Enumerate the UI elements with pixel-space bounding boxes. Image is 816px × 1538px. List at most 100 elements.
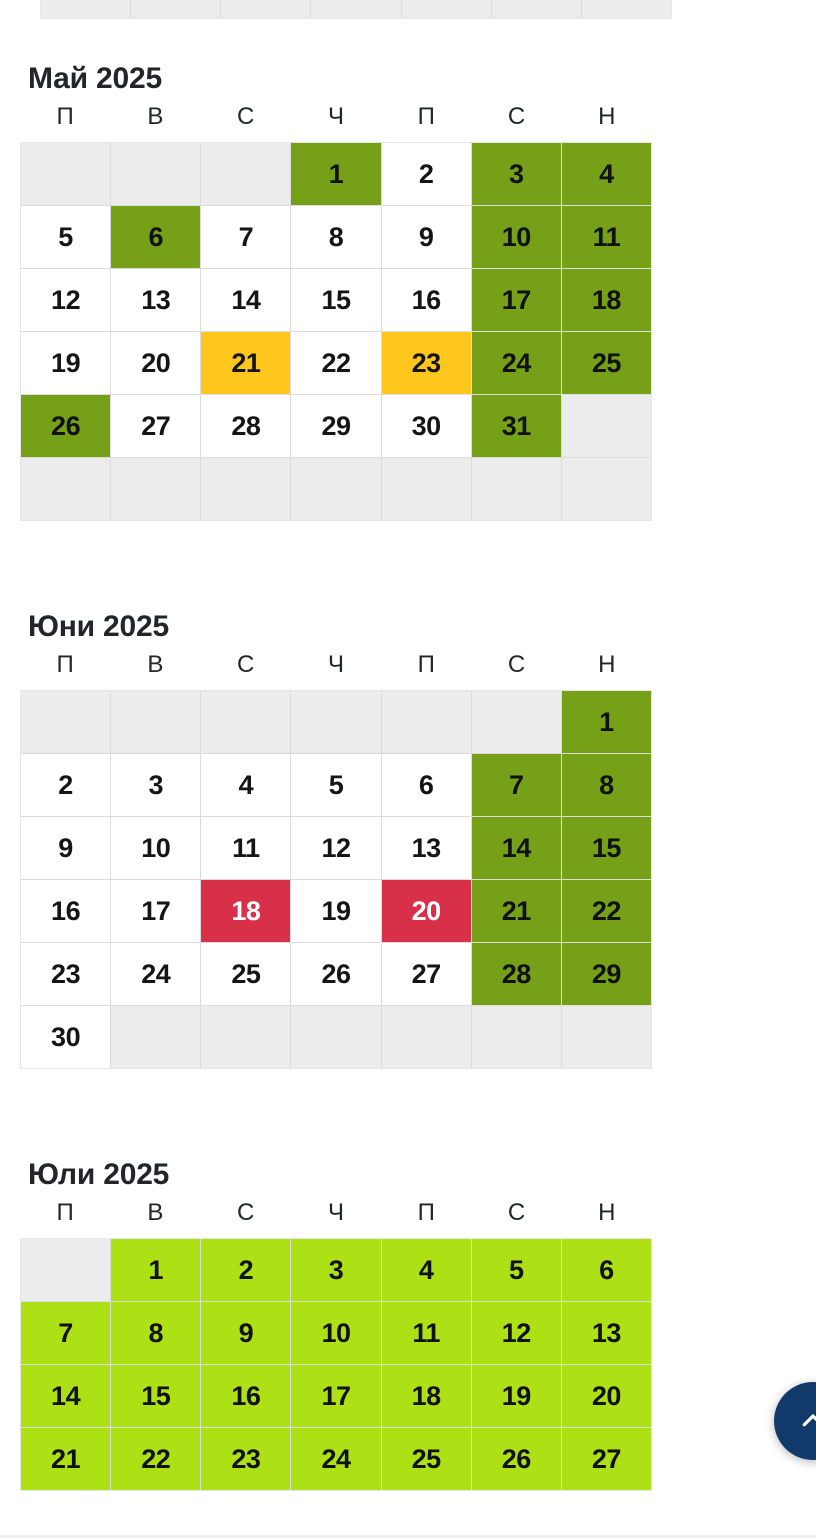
weekday-header-5: С [507, 103, 526, 130]
day-cell[interactable]: 3 [111, 754, 201, 816]
day-cell[interactable]: 23 [201, 1428, 291, 1490]
day-cell[interactable]: 24 [291, 1428, 381, 1490]
day-cell[interactable]: 10 [471, 206, 561, 268]
day-cell[interactable]: 23 [21, 943, 111, 1005]
day-cell[interactable]: 2 [201, 1239, 291, 1301]
day-cell[interactable]: 9 [21, 817, 111, 879]
day-cell[interactable]: 27 [561, 1428, 651, 1490]
day-cell[interactable]: 6 [111, 206, 201, 268]
day-cell[interactable]: 20 [111, 332, 201, 394]
day-cell[interactable]: 25 [201, 943, 291, 1005]
day-cell[interactable]: 20 [561, 1365, 651, 1427]
day-cell[interactable]: 4 [561, 143, 651, 205]
day-cell[interactable]: 14 [201, 269, 291, 331]
day-cell[interactable]: 19 [291, 880, 381, 942]
day-cell[interactable]: 22 [291, 332, 381, 394]
day-cell[interactable]: 28 [201, 395, 291, 457]
day-cell[interactable]: 17 [111, 880, 201, 942]
day-cell[interactable]: 8 [291, 206, 381, 268]
day-cell[interactable]: 11 [201, 817, 291, 879]
day-cell[interactable]: 10 [111, 817, 201, 879]
month-block: Юли 2025 П В С Ч П С Н 1 2 3 4 5 6 7 8 9 10 11 12 13 14 15 16 17… [0, 1158, 816, 1491]
day-cell[interactable]: 24 [471, 332, 561, 394]
day-cell[interactable]: 20 [381, 880, 471, 942]
day-cell[interactable]: 8 [561, 754, 651, 816]
day-cell[interactable]: 19 [21, 332, 111, 394]
day-cell[interactable]: 24 [111, 943, 201, 1005]
day-cell[interactable]: 16 [381, 269, 471, 331]
day-cell[interactable]: 15 [561, 817, 651, 879]
day-cell[interactable]: 6 [381, 754, 471, 816]
day-cell[interactable]: 14 [471, 817, 561, 879]
day-cell[interactable]: 14 [21, 1365, 111, 1427]
day-cell[interactable]: 10 [291, 1302, 381, 1364]
day-cell[interactable]: 28 [471, 943, 561, 1005]
day-cell[interactable]: 18 [201, 880, 291, 942]
day-cell[interactable]: 13 [561, 1302, 651, 1364]
day-cell[interactable]: 30 [21, 1006, 111, 1068]
day-cell[interactable]: 12 [21, 269, 111, 331]
day-cell[interactable]: 12 [471, 1302, 561, 1364]
day-cell[interactable]: 17 [291, 1365, 381, 1427]
month-block: Май 2025 П В С Ч П С Н 1 2 3 4 5 6 7 8 9 10 11 12 13 14 15 16 17… [0, 62, 816, 521]
day-cell[interactable]: 7 [471, 754, 561, 816]
day-cell[interactable]: 16 [201, 1365, 291, 1427]
day-cell[interactable]: 22 [111, 1428, 201, 1490]
day-cell[interactable]: 25 [381, 1428, 471, 1490]
month-block: Юни 2025 П В С Ч П С Н 1 2 3 4 5 6 7 8 9 10 11 12 13 14 15 16 17… [0, 610, 816, 1069]
day-cell[interactable]: 15 [111, 1365, 201, 1427]
day-cell[interactable]: 9 [201, 1302, 291, 1364]
day-cell[interactable]: 11 [381, 1302, 471, 1364]
day-cell[interactable]: 21 [201, 332, 291, 394]
day-cell[interactable]: 13 [381, 817, 471, 879]
day-cell[interactable]: 26 [21, 395, 111, 457]
day-cell[interactable]: 16 [21, 880, 111, 942]
day-cell[interactable]: 29 [561, 943, 651, 1005]
day-cell[interactable]: 21 [471, 880, 561, 942]
day-cell[interactable]: 3 [291, 1239, 381, 1301]
day-cell[interactable]: 5 [471, 1239, 561, 1301]
day-cell[interactable]: 29 [291, 395, 381, 457]
day-cell[interactable]: 15 [291, 269, 381, 331]
day-cell[interactable]: 6 [561, 1239, 651, 1301]
day-cell-empty [561, 1006, 651, 1068]
day-cell-empty [381, 458, 471, 520]
day-cell[interactable]: 11 [561, 206, 651, 268]
day-cell[interactable]: 21 [21, 1428, 111, 1490]
day-cell[interactable]: 5 [21, 206, 111, 268]
day-cell[interactable]: 9 [381, 206, 471, 268]
day-cell[interactable]: 18 [381, 1365, 471, 1427]
day-cell[interactable]: 1 [291, 143, 381, 205]
day-cell[interactable]: 2 [381, 143, 471, 205]
weekday-header-1: В [147, 103, 164, 130]
day-cell[interactable]: 22 [561, 880, 651, 942]
weekday-header-0: П [56, 1199, 74, 1226]
day-cell[interactable]: 13 [111, 269, 201, 331]
day-cell[interactable]: 19 [471, 1365, 561, 1427]
day-cell[interactable]: 26 [291, 943, 381, 1005]
day-cell[interactable]: 18 [561, 269, 651, 331]
day-cell[interactable]: 4 [381, 1239, 471, 1301]
day-cell-empty [471, 1006, 561, 1068]
day-cell[interactable]: 30 [381, 395, 471, 457]
day-cell[interactable]: 2 [21, 754, 111, 816]
day-cell[interactable]: 31 [471, 395, 561, 457]
day-cell[interactable]: 26 [471, 1428, 561, 1490]
day-cell[interactable]: 1 [561, 691, 651, 753]
day-cell-empty [131, 0, 221, 18]
day-cell[interactable]: 3 [471, 143, 561, 205]
weekday-header-4: П [417, 651, 435, 678]
day-cell[interactable]: 1 [111, 1239, 201, 1301]
day-cell[interactable]: 25 [561, 332, 651, 394]
day-cell[interactable]: 5 [291, 754, 381, 816]
day-cell[interactable]: 27 [111, 395, 201, 457]
day-cell[interactable]: 12 [291, 817, 381, 879]
day-cell[interactable]: 23 [381, 332, 471, 394]
day-cell[interactable]: 8 [111, 1302, 201, 1364]
day-cell[interactable]: 17 [471, 269, 561, 331]
day-cell[interactable]: 7 [21, 1302, 111, 1364]
day-cell[interactable]: 27 [381, 943, 471, 1005]
day-cell[interactable]: 4 [201, 754, 291, 816]
day-cell[interactable]: 7 [201, 206, 291, 268]
